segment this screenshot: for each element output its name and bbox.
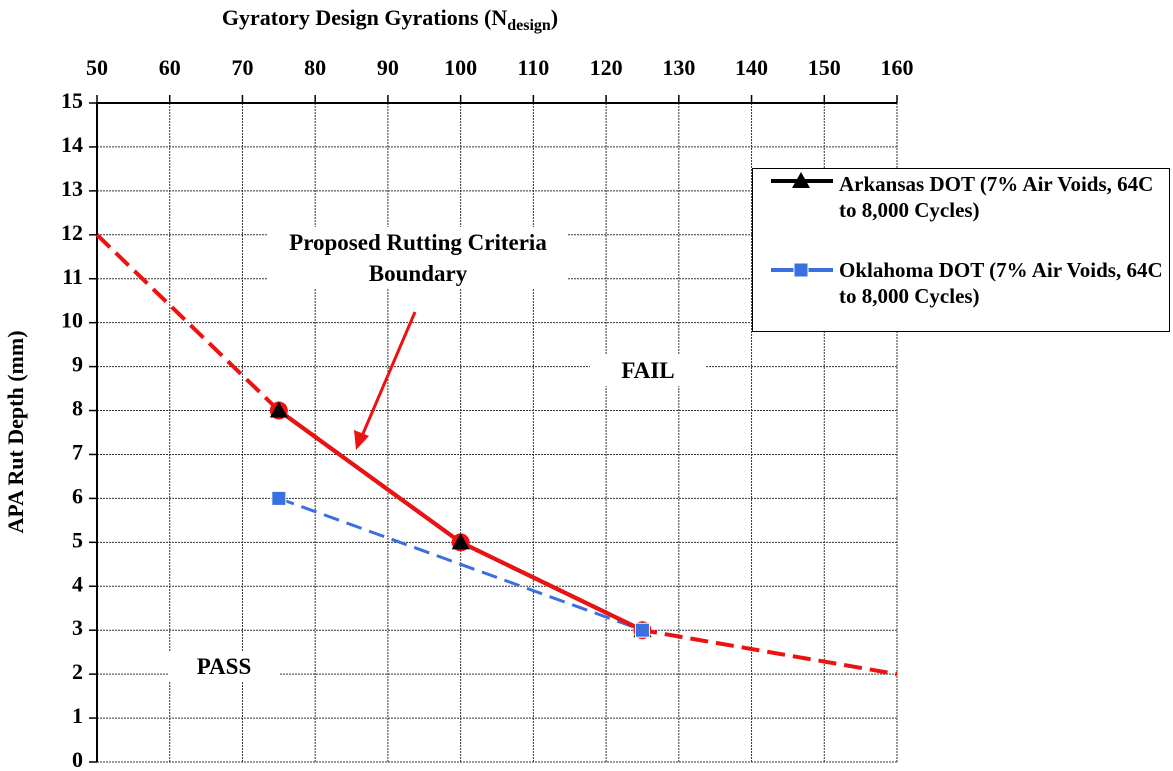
y-tick-label: 14 (61, 132, 83, 157)
x-axis-title: Gyratory Design Gyrations (Ndesign) (222, 5, 558, 34)
y-tick-label: 5 (72, 527, 83, 552)
marker (269, 401, 288, 418)
y-tick-label: 1 (72, 703, 83, 728)
y-tick-label: 3 (72, 615, 83, 640)
x-axis-title-sub: design (507, 17, 551, 34)
x-axis-title-end: ) (551, 5, 558, 30)
y-tick-label: 12 (61, 220, 83, 245)
annotation-arrow (360, 311, 417, 437)
y-tick-label: 13 (61, 176, 83, 201)
x-tick-label: 50 (86, 55, 108, 80)
series-line (278, 496, 643, 632)
y-tick-label: 7 (72, 440, 83, 465)
x-tick-label: 140 (735, 55, 768, 80)
x-tick-label: 150 (808, 55, 841, 80)
x-tick-label: 70 (231, 55, 253, 80)
annotation: Proposed Rutting Criteria Boundary (268, 227, 568, 289)
x-tick-label: 90 (377, 55, 399, 80)
y-tick-label: 6 (72, 483, 83, 508)
x-tick-label: 110 (517, 55, 549, 80)
x-tick-label: 160 (881, 55, 914, 80)
marker (793, 262, 809, 278)
y-axis-title: APA Rut Depth (mm) (3, 330, 28, 533)
y-tick-label: 8 (72, 396, 83, 421)
x-axis-title-main: Gyratory Design Gyrations (N (222, 5, 507, 30)
legend-keys (771, 172, 833, 278)
y-tick-label: 4 (72, 571, 83, 596)
x-tick-label: 80 (304, 55, 326, 80)
x-tick-label: 120 (590, 55, 623, 80)
y-tick-label: 9 (72, 352, 83, 377)
legend-label: Arkansas DOT (7% Air Voids, 64C to 8,000… (839, 172, 1154, 222)
legend-label: Oklahoma DOT (7% Air Voids, 64C to 8,000… (839, 258, 1163, 308)
marker (634, 622, 650, 638)
y-tick-label: 11 (62, 264, 83, 289)
marker (451, 533, 470, 550)
annotation: FAIL (590, 355, 706, 386)
y-tick-label: 15 (61, 88, 83, 113)
legend: Arkansas DOT (7% Air Voids, 64C to 8,000… (752, 168, 1170, 332)
y-tick-label: 0 (72, 747, 83, 771)
marker (271, 490, 287, 506)
x-tick-label: 130 (662, 55, 695, 80)
y-tick-label: 2 (72, 659, 83, 684)
x-tick-label: 60 (159, 55, 181, 80)
y-tick-label: 10 (61, 308, 83, 333)
annotation: PASS (168, 651, 280, 682)
marker (792, 172, 810, 188)
x-tick-label: 100 (444, 55, 477, 80)
annotation-arrowhead (354, 430, 369, 450)
